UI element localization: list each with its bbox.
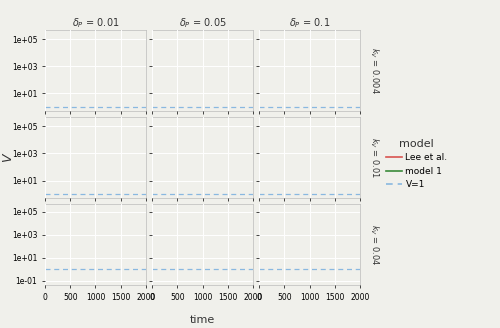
Title: $\delta_P$ = 0.1: $\delta_P$ = 0.1	[289, 16, 330, 30]
Title: $\delta_P$ = 0.01: $\delta_P$ = 0.01	[72, 16, 119, 30]
Text: $k_V$ = 0.04: $k_V$ = 0.04	[368, 224, 380, 265]
Text: time: time	[190, 315, 215, 325]
Text: $k_V$ = 0.01: $k_V$ = 0.01	[368, 137, 380, 178]
Title: $\delta_P$ = 0.05: $\delta_P$ = 0.05	[178, 16, 226, 30]
Text: V: V	[1, 153, 14, 162]
Text: $k_V$ = 0.004: $k_V$ = 0.004	[368, 47, 380, 94]
Legend: Lee et al., model 1, V=1: Lee et al., model 1, V=1	[382, 135, 451, 193]
